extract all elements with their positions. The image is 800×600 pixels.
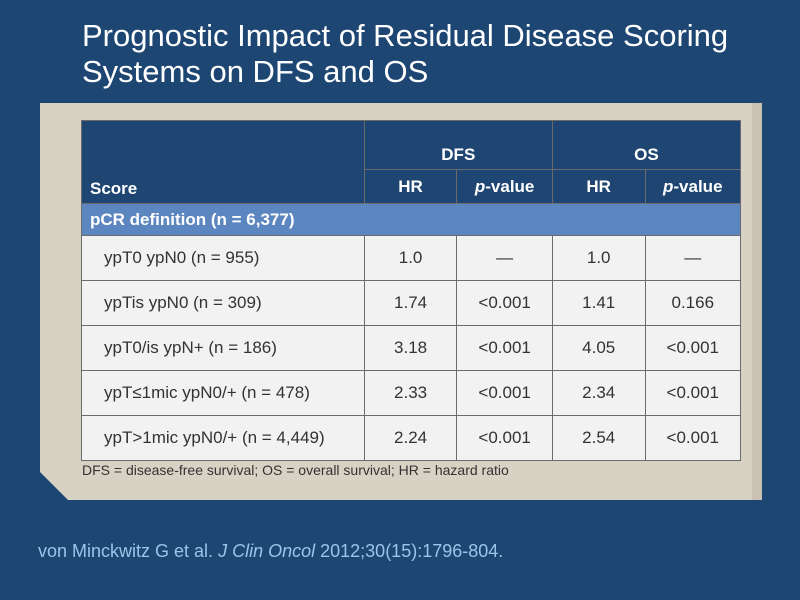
dfs-p-header: p-value <box>456 169 553 204</box>
slide-title: Prognostic Impact of Residual Disease Sc… <box>82 18 729 89</box>
os-p-header: p-value <box>644 169 742 204</box>
row-label: ypT0 ypN0 (n = 955) <box>81 235 365 281</box>
os-hr-cell: 2.34 <box>551 370 646 416</box>
table-row: ypT0/is ypN+ (n = 186) 3.18 <0.001 4.05 … <box>81 325 742 371</box>
dfs-hr-cell: 3.18 <box>363 325 458 371</box>
os-hr-cell: 4.05 <box>551 325 646 371</box>
dfs-hr-cell: 1.0 <box>363 235 458 281</box>
section-row: pCR definition (n = 6,377) <box>81 203 741 236</box>
citation: von Minckwitz G et al. J Clin Oncol 2012… <box>38 541 503 562</box>
citation-journal: J Clin Oncol <box>218 541 316 561</box>
section-label: pCR definition (n = 6,377) <box>81 203 741 236</box>
dfs-hr-cell: 1.74 <box>363 280 458 326</box>
header-row-groups: Score DFS OS <box>81 120 742 204</box>
dfs-p-cell: — <box>456 235 553 281</box>
os-hr-cell: 2.54 <box>551 415 646 461</box>
results-table: Score DFS OS HR p-value HR p-value pCR d… <box>81 120 742 461</box>
row-label: ypTis ypN0 (n = 309) <box>81 280 365 326</box>
os-p-cell: — <box>644 235 742 281</box>
os-p-cell: <0.001 <box>644 415 742 461</box>
dfs-p-cell: <0.001 <box>456 325 553 371</box>
os-hr-cell: 1.41 <box>551 280 646 326</box>
score-header: Score <box>81 120 365 204</box>
header-row-columns: HR p-value HR p-value <box>82 169 742 204</box>
table-row: ypT>1mic ypN0/+ (n = 4,449) 2.24 <0.001 … <box>81 415 742 461</box>
os-p-cell: 0.166 <box>644 280 742 326</box>
table-row: ypT0 ypN0 (n = 955) 1.0 — 1.0 — <box>81 235 742 281</box>
dfs-hr-header: HR <box>363 169 458 204</box>
os-p-cell: <0.001 <box>644 325 742 371</box>
table-row: ypT≤1mic ypN0/+ (n = 478) 2.33 <0.001 2.… <box>81 370 742 416</box>
dfs-p-cell: <0.001 <box>456 280 553 326</box>
row-label: ypT≤1mic ypN0/+ (n = 478) <box>81 370 365 416</box>
footnote: DFS = disease-free survival; OS = overal… <box>82 462 509 478</box>
table-row: ypTis ypN0 (n = 309) 1.74 <0.001 1.41 0.… <box>81 280 742 326</box>
os-header: OS <box>551 120 742 170</box>
row-label: ypT0/is ypN+ (n = 186) <box>81 325 365 371</box>
dfs-header: DFS <box>363 120 553 170</box>
dfs-hr-cell: 2.33 <box>363 370 458 416</box>
os-hr-header: HR <box>551 169 646 204</box>
dfs-hr-cell: 2.24 <box>363 415 458 461</box>
citation-authors: von Minckwitz G et al. <box>38 541 214 561</box>
citation-ref: 2012;30(15):1796-804. <box>320 541 504 561</box>
os-hr-cell: 1.0 <box>551 235 646 281</box>
row-label: ypT>1mic ypN0/+ (n = 4,449) <box>81 415 365 461</box>
os-p-cell: <0.001 <box>644 370 742 416</box>
dfs-p-cell: <0.001 <box>456 370 553 416</box>
dfs-p-cell: <0.001 <box>456 415 553 461</box>
